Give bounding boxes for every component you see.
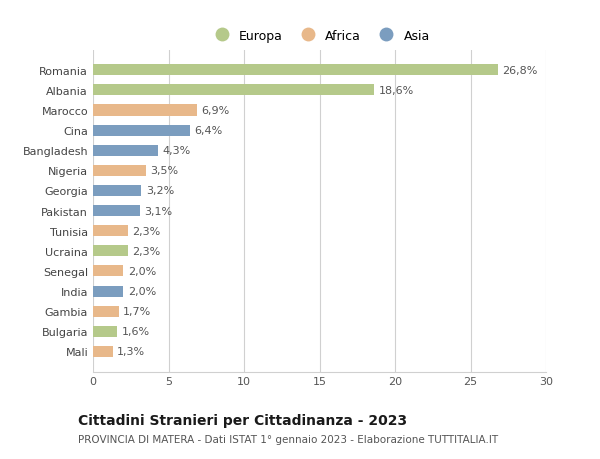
Text: 26,8%: 26,8% [502, 66, 538, 76]
Bar [93, 105, 197, 116]
Bar [93, 346, 113, 357]
Bar [93, 286, 123, 297]
Legend: Europa, Africa, Asia: Europa, Africa, Asia [204, 25, 435, 48]
Bar [93, 326, 117, 337]
Bar [93, 246, 128, 257]
Text: 3,2%: 3,2% [146, 186, 174, 196]
Bar [93, 185, 142, 196]
Bar [93, 146, 158, 157]
Text: 4,3%: 4,3% [163, 146, 191, 156]
Text: 3,1%: 3,1% [145, 206, 172, 216]
Text: 6,4%: 6,4% [194, 126, 223, 136]
Bar [93, 226, 128, 237]
Bar [93, 266, 123, 277]
Text: Cittadini Stranieri per Cittadinanza - 2023: Cittadini Stranieri per Cittadinanza - 2… [78, 413, 407, 427]
Text: 1,6%: 1,6% [122, 327, 150, 336]
Text: 6,9%: 6,9% [202, 106, 230, 116]
Text: 1,7%: 1,7% [123, 307, 151, 317]
Bar [93, 85, 374, 96]
Text: 2,0%: 2,0% [128, 286, 156, 297]
Bar [93, 125, 190, 136]
Text: 3,5%: 3,5% [151, 166, 179, 176]
Text: PROVINCIA DI MATERA - Dati ISTAT 1° gennaio 2023 - Elaborazione TUTTITALIA.IT: PROVINCIA DI MATERA - Dati ISTAT 1° genn… [78, 434, 498, 444]
Bar [93, 206, 140, 217]
Bar [93, 306, 119, 317]
Bar [93, 65, 497, 76]
Text: 18,6%: 18,6% [379, 86, 413, 95]
Text: 2,3%: 2,3% [132, 246, 161, 256]
Text: 1,3%: 1,3% [117, 347, 145, 357]
Bar [93, 165, 146, 177]
Text: 2,0%: 2,0% [128, 266, 156, 276]
Text: 2,3%: 2,3% [132, 226, 161, 236]
